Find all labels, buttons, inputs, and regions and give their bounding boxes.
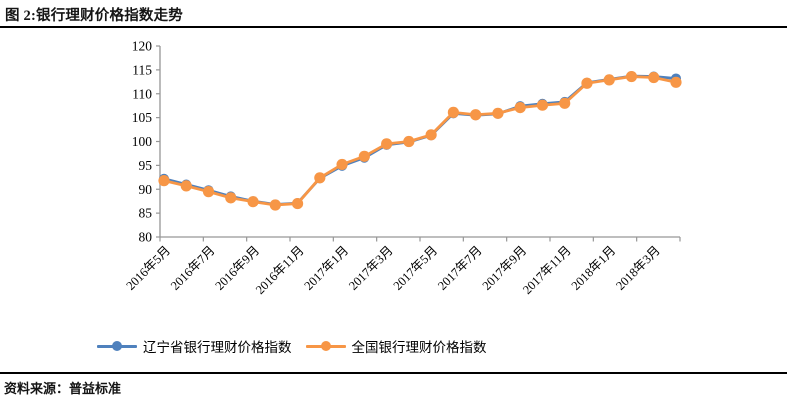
series-line — [163, 74, 677, 206]
data-point-marker — [648, 71, 660, 84]
x-tick-label: 2017年7月 — [435, 243, 485, 293]
source-note: 资料来源：普益标准 — [4, 381, 122, 396]
data-point-marker — [625, 70, 638, 83]
x-axis-ticks: 2016年5月2016年7月2016年9月2016年11月2017年1月2017… — [123, 237, 681, 297]
data-point-marker — [559, 97, 571, 109]
y-tick-label: 115 — [132, 62, 152, 77]
x-tick-label: 2016年5月 — [123, 243, 173, 293]
chart-legend: 辽宁省银行理财价格指数 全国银行理财价格指数 — [97, 336, 487, 356]
x-tick-label: 2017年5月 — [391, 243, 441, 293]
x-tick-label: 2016年11月 — [253, 243, 307, 297]
x-tick-label: 2017年1月 — [302, 243, 352, 293]
y-tick-label: 85 — [139, 206, 153, 221]
y-tick-label: 100 — [132, 134, 153, 149]
data-point-marker — [269, 199, 281, 211]
series-0 — [159, 71, 681, 210]
legend-label-national: 全国银行理财价格指数 — [351, 340, 487, 355]
y-tick-label: 105 — [132, 110, 153, 125]
data-point-marker — [225, 192, 237, 204]
figure-title: 图 2:银行理财价格指数走势 — [5, 8, 184, 24]
data-point-marker — [603, 74, 615, 86]
title-divider — [0, 26, 787, 28]
y-tick-label: 90 — [139, 182, 153, 197]
data-point-marker — [180, 180, 192, 192]
y-axis-ticks: 80 85 90 95 100 105 110 115 120 — [132, 39, 160, 245]
line-chart: 808590951001051101151202016年5月2016年7月201… — [123, 39, 682, 297]
series-1 — [158, 70, 682, 211]
data-point-marker — [358, 150, 370, 162]
data-point-marker — [492, 107, 504, 119]
axes — [159, 46, 680, 238]
y-tick-label: 110 — [132, 86, 152, 101]
legend-marker-liaoning-icon — [97, 340, 137, 352]
x-tick-label: 2017年3月 — [346, 243, 396, 293]
data-point-marker — [514, 101, 526, 114]
y-tick-label: 120 — [132, 39, 153, 54]
x-tick-label: 2016年7月 — [168, 243, 218, 293]
data-point-marker — [314, 172, 326, 184]
series-line — [163, 75, 677, 207]
footer-divider — [0, 372, 787, 374]
legend-label-liaoning: 辽宁省银行理财价格指数 — [143, 340, 292, 355]
data-point-marker — [247, 196, 259, 208]
data-point-marker — [447, 106, 459, 118]
x-tick-label: 2018年1月 — [569, 243, 619, 293]
legend-marker-national-icon — [305, 340, 346, 352]
data-point-marker — [381, 138, 393, 150]
data-point-marker — [581, 77, 593, 89]
y-tick-label: 95 — [139, 158, 153, 173]
legend-dot-liaoning — [112, 341, 122, 351]
data-point-marker — [403, 135, 415, 148]
data-point-marker — [202, 186, 215, 198]
x-tick-label: 2017年11月 — [520, 243, 574, 297]
data-point-marker — [425, 129, 437, 141]
x-tick-label: 2018年3月 — [613, 243, 663, 293]
data-point-marker — [470, 109, 482, 121]
legend-item-liaoning: 辽宁省银行理财价格指数 — [97, 336, 292, 356]
data-point-marker — [670, 76, 682, 88]
y-tick-label: 80 — [139, 230, 153, 245]
data-point-marker — [158, 175, 170, 187]
data-point-marker — [336, 158, 348, 171]
legend-dot-national — [320, 341, 331, 351]
data-point-marker — [291, 197, 304, 210]
data-point-marker — [536, 99, 549, 111]
legend-item-national: 全国银行理财价格指数 — [305, 336, 487, 356]
